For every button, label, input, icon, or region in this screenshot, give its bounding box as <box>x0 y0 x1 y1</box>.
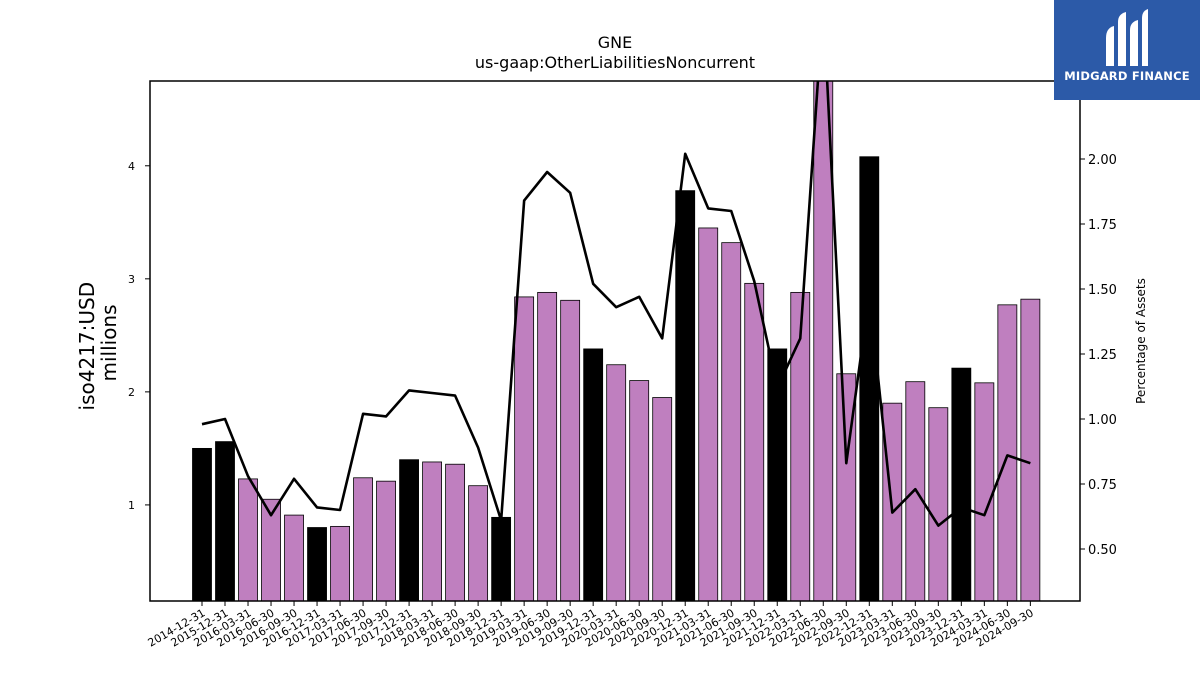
bar-2021-03-31 <box>698 227 719 601</box>
bar-2015-12-31 <box>215 441 235 601</box>
bar-2022-06-30 <box>813 81 834 601</box>
y-tick-label: 1 <box>128 499 135 512</box>
bar-2018-09-30 <box>468 485 489 601</box>
bar-2020-09-30 <box>652 397 673 601</box>
y2-tick-label: 1.00 <box>1088 413 1117 428</box>
bar-2024-09-30 <box>1020 298 1041 601</box>
y-tick-label: 2 <box>128 386 135 399</box>
bar-2021-09-30 <box>744 282 765 601</box>
y2-tick-label: 0.75 <box>1088 478 1117 493</box>
plot-frame <box>149 80 1081 602</box>
chart-subtitle: us-gaap:OtherLiabilitiesNoncurrent <box>475 53 755 72</box>
midgard-logo-icon <box>1106 9 1148 66</box>
bar-2020-03-31 <box>606 364 627 601</box>
midgard-finance-logo: MIDGARD FINANCE <box>1054 0 1200 100</box>
bar-2018-06-30 <box>445 463 466 601</box>
y2-tick-label: 1.75 <box>1088 218 1117 233</box>
y2-axis-label: Percentage of Assets <box>1134 278 1148 404</box>
bar-2019-12-31 <box>583 348 604 601</box>
y2-tick-label: 1.25 <box>1088 348 1117 363</box>
bar-2023-12-31 <box>951 367 972 601</box>
bar-2019-09-30 <box>560 299 581 601</box>
right-axis: 0.500.751.001.251.501.752.002.25 <box>1080 88 1117 558</box>
left-axis: 1 2 3 4 <box>128 160 150 512</box>
bar-2017-12-31 <box>399 459 419 601</box>
bar-2016-06-30 <box>261 498 281 601</box>
bar-2023-09-30 <box>928 407 949 601</box>
bar-2022-03-31 <box>790 291 811 601</box>
y2-tick-label: 2.00 <box>1088 153 1117 168</box>
bar-2024-06-30 <box>997 304 1018 601</box>
bar-2017-06-30 <box>353 477 373 601</box>
bar-2019-03-31 <box>514 296 535 601</box>
bar-2018-12-31 <box>491 516 512 601</box>
bar-2019-06-30 <box>537 291 558 601</box>
bar-2021-06-30 <box>721 242 742 601</box>
bar-2017-03-31 <box>330 525 350 601</box>
y-tick-label: 3 <box>128 273 135 286</box>
y-tick-label: 4 <box>128 160 135 173</box>
bar-series <box>192 81 1041 601</box>
bar-2024-03-31 <box>974 382 995 601</box>
bar-2016-09-30 <box>284 514 304 601</box>
bar-2016-12-31 <box>307 527 327 601</box>
y2-tick-label: 1.50 <box>1088 283 1117 298</box>
x-axis: 2014-12-312015-12-312016-03-312016-06-30… <box>146 601 1036 650</box>
logo-text: MIDGARD FINANCE <box>1064 69 1190 83</box>
bar-2022-12-31 <box>859 156 880 601</box>
bar-2017-09-30 <box>376 480 396 601</box>
y-axis-label: iso4217:USD millions <box>75 276 121 411</box>
bar-2018-03-31 <box>422 461 443 601</box>
bar-2016-03-31 <box>238 478 258 601</box>
bar-2021-12-31 <box>767 348 788 601</box>
chart-title: GNE <box>598 33 632 52</box>
line-series <box>201 81 1031 527</box>
bar-2014-12-31 <box>192 447 212 601</box>
line-series-group <box>201 81 1031 527</box>
bar-2020-12-31 <box>675 190 696 601</box>
y2-tick-label: 0.50 <box>1088 543 1117 558</box>
bar-2020-06-30 <box>629 380 650 601</box>
